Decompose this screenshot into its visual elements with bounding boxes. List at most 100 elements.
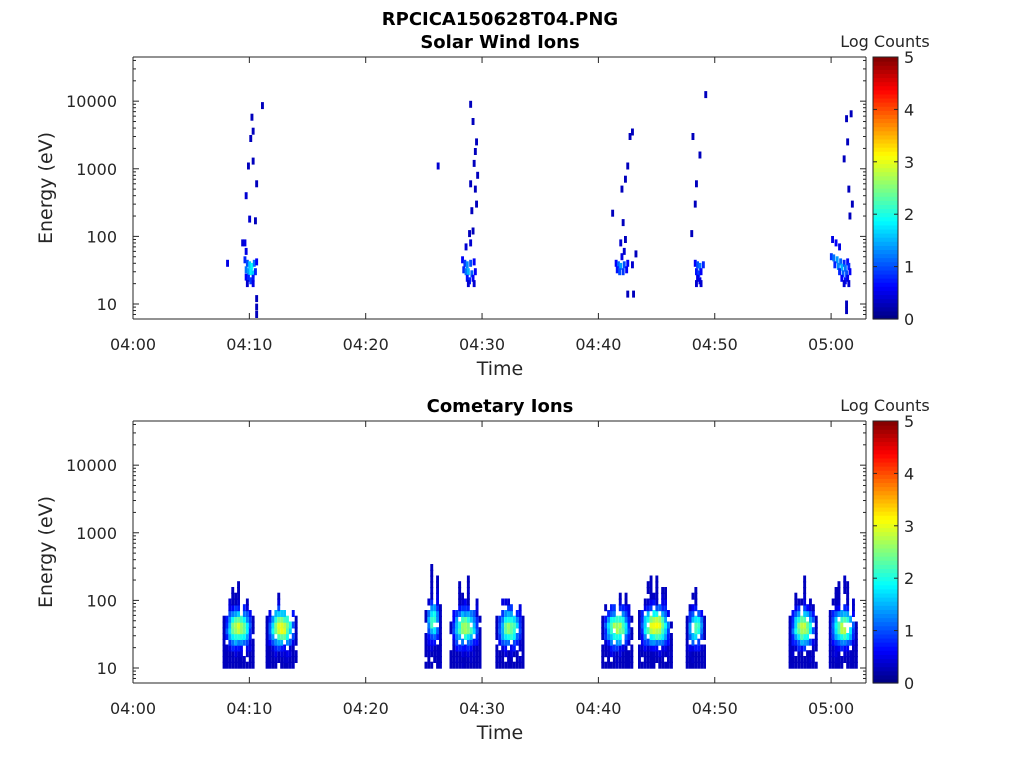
colorbar-segment — [873, 609, 898, 614]
spectrogram-cell — [797, 633, 801, 640]
colorbar-tick-label: 1 — [904, 622, 914, 641]
spectrogram-cell — [612, 621, 616, 629]
spectrogram-cell — [649, 644, 653, 652]
spectrogram-cell — [638, 644, 641, 652]
spectrogram-cell — [244, 266, 248, 274]
spectrogram-cell — [430, 598, 434, 606]
spectrogram-cell — [248, 644, 252, 652]
spectrogram-cell — [237, 592, 240, 600]
spectrogram-cell — [436, 633, 439, 640]
spectrogram-cell — [803, 656, 807, 663]
spectrogram-cell — [251, 270, 255, 278]
spectrogram-cell — [696, 274, 699, 282]
spectrogram-cell — [800, 656, 804, 663]
spectrogram-cell — [791, 656, 795, 663]
spectrogram-cell — [265, 661, 269, 669]
colorbar-segment — [873, 633, 898, 639]
spectrogram-cell — [436, 592, 439, 600]
spectrogram-cell — [245, 280, 249, 288]
spectrogram-cell — [794, 621, 798, 629]
spectrogram-cell — [265, 621, 269, 629]
spectrogram-cell — [504, 661, 508, 669]
spectrogram-cell — [652, 644, 656, 652]
spectrogram-cell — [794, 604, 798, 612]
spectrogram-cell — [831, 627, 835, 635]
spectrogram-cell — [652, 592, 656, 600]
spectrogram-cell — [604, 621, 608, 629]
spectrogram-cell — [286, 615, 289, 623]
spectrogram-cell — [449, 650, 453, 658]
spectrogram-cell — [436, 627, 439, 635]
spectrogram-cell — [461, 661, 464, 669]
x-tick-label: 04:30 — [459, 335, 505, 354]
spectrogram-cell — [670, 633, 673, 640]
colorbar-segment — [873, 625, 898, 631]
spectrogram-cell — [626, 162, 630, 170]
spectrogram-cell — [510, 656, 513, 663]
spectrogram-cell — [618, 633, 622, 640]
spectrogram-cell — [231, 644, 235, 652]
spectrogram-cell — [458, 627, 462, 635]
spectrogram-cell — [617, 261, 620, 269]
spectrogram-cell — [655, 575, 659, 583]
colorbar-segment — [873, 97, 898, 103]
spectrogram-cell — [240, 627, 243, 635]
spectrogram-cell — [237, 587, 240, 594]
spectrogram-cell — [288, 621, 292, 629]
spectrogram-cell — [658, 633, 662, 640]
spectrogram-cell — [640, 610, 644, 617]
spectrogram-cell — [794, 656, 798, 663]
spectrogram-cell — [244, 192, 248, 200]
spectrogram-cell — [664, 610, 667, 617]
spectrogram-cell — [436, 575, 439, 583]
spectrogram-cell — [518, 610, 522, 617]
spectrogram-cell — [610, 627, 613, 635]
spectrogram-cell — [646, 615, 650, 623]
colorbar-segment — [873, 114, 898, 119]
spectrogram-cell — [688, 661, 692, 669]
spectrogram-cell — [601, 627, 605, 635]
spectrogram-cell — [436, 644, 439, 652]
spectrogram-cell — [846, 633, 850, 640]
spectrogram-cell — [661, 592, 665, 600]
spectrogram-cell — [685, 615, 689, 623]
spectrogram-cell — [703, 661, 706, 669]
spectrogram-cell — [464, 633, 467, 640]
spectrogram-cell — [452, 610, 456, 617]
spectrogram-cell — [791, 661, 795, 669]
spectrogram-cell — [797, 627, 801, 635]
colorbar-segment — [873, 286, 898, 291]
spectrogram-cell — [843, 656, 847, 663]
spectrogram-cell — [515, 661, 519, 669]
spectrogram-cell — [427, 633, 431, 640]
spectrogram-cell — [618, 656, 622, 663]
spectrogram-cell — [430, 592, 434, 600]
spectrogram-cell — [265, 633, 269, 640]
spectrogram-cell — [471, 274, 475, 282]
spectrogram-cell — [515, 650, 519, 658]
spectrogram-cell — [694, 650, 698, 658]
colorbar-label: Log Counts — [840, 396, 930, 415]
spectrogram-cell — [646, 644, 650, 652]
spectrogram-cell — [283, 644, 286, 652]
spectrogram-cell — [507, 615, 510, 623]
spectrogram-cell — [846, 610, 850, 617]
spectrogram-cell — [788, 638, 792, 646]
colorbar-tick-label: 4 — [904, 464, 914, 483]
colorbar-segment — [873, 597, 898, 602]
colorbar-segment — [873, 552, 898, 557]
spectrogram-cell — [797, 638, 801, 646]
spectrogram-cell — [495, 656, 499, 663]
spectrogram-cell — [610, 615, 613, 623]
spectrogram-cell — [424, 610, 428, 617]
spectrogram-cell — [811, 610, 815, 617]
spectrogram-cell — [845, 307, 848, 315]
spectrogram-cell — [466, 627, 470, 635]
spectrogram-cell — [291, 638, 295, 646]
spectrogram-cell — [291, 633, 295, 640]
spectrogram-cell — [248, 633, 252, 640]
spectrogram-cell — [803, 638, 807, 646]
spectrogram-cell — [255, 180, 259, 188]
spectrogram-cell — [225, 627, 229, 635]
spectrogram-cell — [618, 268, 622, 276]
